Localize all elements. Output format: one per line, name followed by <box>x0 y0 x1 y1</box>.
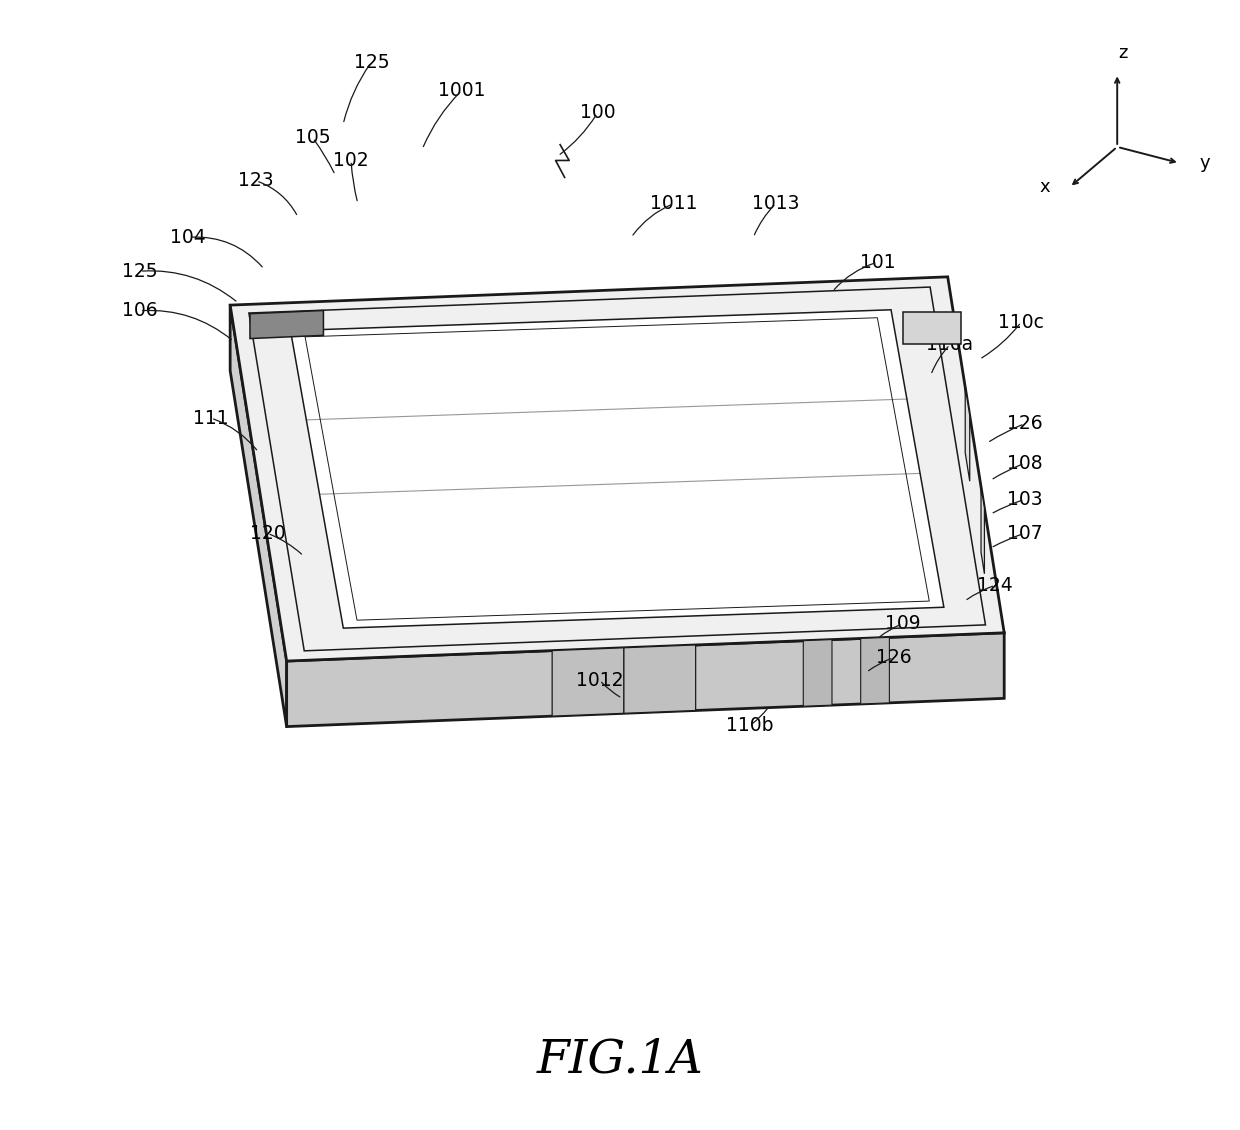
Text: 1011: 1011 <box>651 194 698 212</box>
Polygon shape <box>286 633 1004 727</box>
Polygon shape <box>290 310 944 628</box>
Text: 1013: 1013 <box>753 194 800 212</box>
Text: 110c: 110c <box>998 313 1044 331</box>
Polygon shape <box>231 277 1004 661</box>
Text: 124: 124 <box>977 576 1013 594</box>
Text: 1001: 1001 <box>438 81 486 99</box>
Text: x: x <box>1039 179 1050 197</box>
Polygon shape <box>903 312 961 344</box>
Polygon shape <box>965 388 970 481</box>
Text: 120: 120 <box>249 524 285 542</box>
Polygon shape <box>804 640 832 706</box>
Text: z: z <box>1118 44 1127 62</box>
Text: 110b: 110b <box>727 716 774 734</box>
Text: 102: 102 <box>334 151 368 170</box>
Text: 125: 125 <box>122 262 157 280</box>
Polygon shape <box>552 647 624 716</box>
Text: 111: 111 <box>193 409 228 427</box>
Polygon shape <box>861 637 889 704</box>
Text: 109: 109 <box>884 615 920 633</box>
Text: 108: 108 <box>1007 454 1043 472</box>
Text: 103: 103 <box>1007 490 1043 509</box>
Text: 126: 126 <box>875 649 911 667</box>
Text: 104: 104 <box>170 228 206 246</box>
Text: 110a: 110a <box>926 336 973 354</box>
Text: 125: 125 <box>353 53 389 71</box>
Text: 126: 126 <box>1007 415 1043 433</box>
Polygon shape <box>250 311 324 339</box>
Text: 107: 107 <box>1007 524 1043 542</box>
Text: 123: 123 <box>238 172 274 190</box>
Text: 1012: 1012 <box>575 671 624 689</box>
Polygon shape <box>624 645 696 713</box>
Text: 100: 100 <box>579 104 615 122</box>
Text: 106: 106 <box>122 302 157 320</box>
Text: FIG.1A: FIG.1A <box>537 1037 703 1083</box>
Polygon shape <box>231 305 286 727</box>
Text: y: y <box>1199 154 1210 172</box>
Polygon shape <box>981 487 985 574</box>
Text: 105: 105 <box>295 129 330 147</box>
Text: 101: 101 <box>859 253 895 271</box>
Text: 121: 121 <box>469 592 505 610</box>
